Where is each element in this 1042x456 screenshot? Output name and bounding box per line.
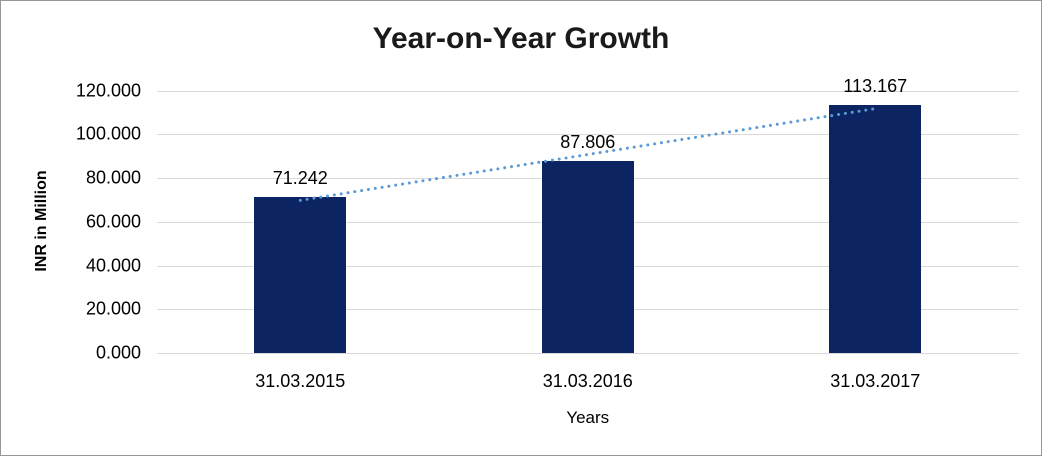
gridline (156, 90, 1019, 92)
y-tick-label: 40.000 (85, 255, 141, 275)
y-tick-label: 60.000 (85, 211, 141, 232)
y-tick-label: 0.000 (95, 342, 141, 363)
gridline (156, 353, 1019, 354)
bar-value-label: 113.167 (843, 76, 908, 97)
y-tick-label: 120.000 (75, 80, 141, 100)
y-tick-label: 100.000 (75, 123, 141, 144)
x-tick-label: 31.03.2015 (255, 371, 346, 391)
chart-title: Year-on-Year Growth (372, 22, 670, 55)
x-axis-title: Years (566, 408, 610, 427)
y-tick-label: 80.000 (85, 167, 141, 188)
x-tick-label: 31.03.2017 (830, 371, 921, 391)
y-tick-label: 20.000 (85, 298, 141, 319)
bar (254, 197, 347, 353)
x-tick-label: 31.03.2016 (542, 371, 633, 391)
